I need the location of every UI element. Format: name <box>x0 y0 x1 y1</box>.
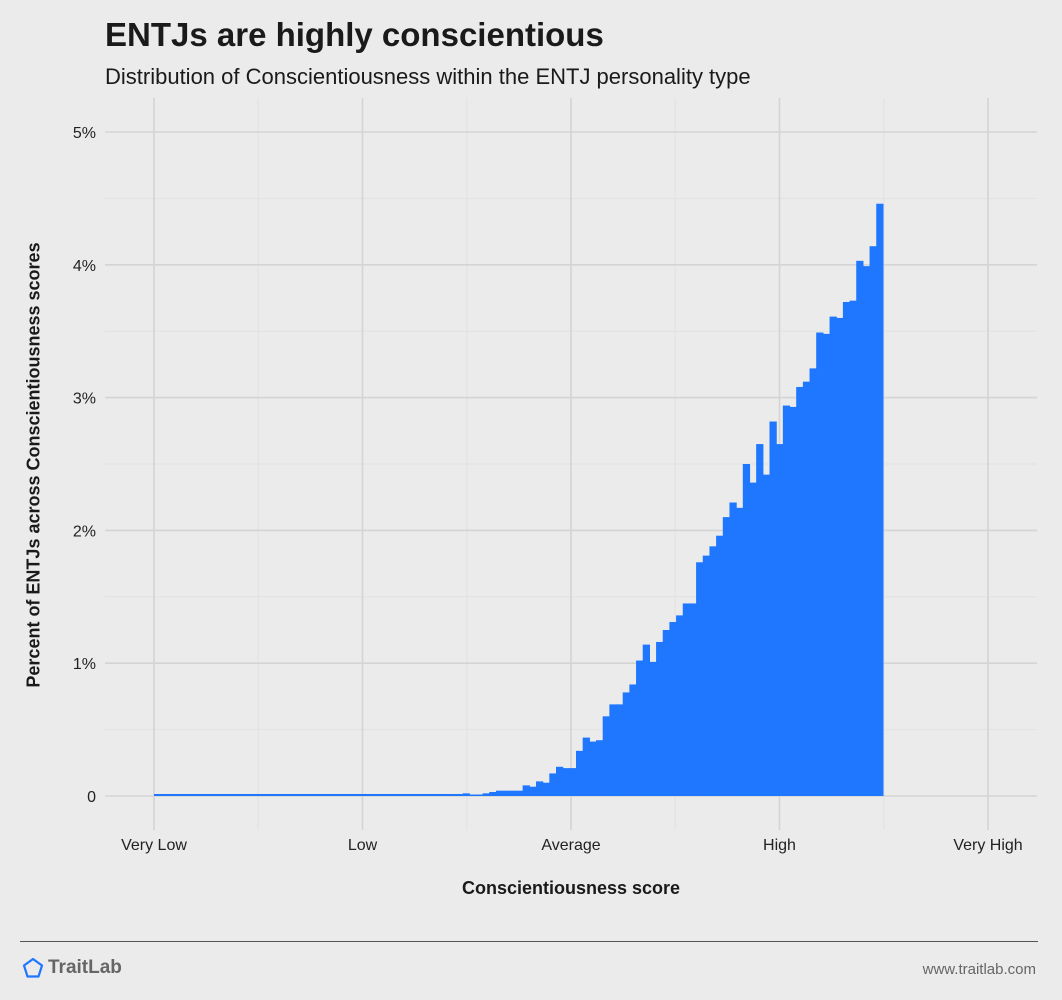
histogram-bar <box>522 785 530 796</box>
y-tick-label: 2% <box>73 523 96 540</box>
histogram-bar <box>475 794 484 796</box>
histogram-bar <box>776 444 784 796</box>
histogram-bar <box>769 421 777 796</box>
histogram-bar <box>629 684 637 796</box>
y-axis-title: Percent of ENTJs across Conscientiousnes… <box>23 242 44 688</box>
histogram-bar <box>716 535 724 796</box>
histogram-bar <box>736 507 744 796</box>
histogram-bar <box>622 692 630 796</box>
histogram-bar <box>502 790 510 796</box>
histogram-bar <box>529 786 537 796</box>
histogram-bar <box>842 301 851 796</box>
x-tick-label: Low <box>348 837 378 854</box>
distribution-chart: 0 1% 2% 3% 4% 5% Very Low Low Average High Very H… <box>73 98 1037 854</box>
histogram-bar <box>722 517 731 796</box>
histogram-bar <box>649 661 657 796</box>
histogram-bar <box>576 750 584 796</box>
histogram-bar <box>569 768 577 796</box>
histogram-bars <box>154 203 884 796</box>
y-tick-label: 3% <box>73 391 96 408</box>
histogram-bar <box>862 266 871 796</box>
x-tick-label: Average <box>541 837 600 854</box>
brand-name: TraitLab <box>48 957 122 978</box>
histogram-bar <box>749 482 757 796</box>
x-axis-title: Conscientiousness score <box>461 878 681 898</box>
y-tick-label: 0 <box>87 789 96 806</box>
histogram-bar <box>856 260 864 796</box>
histogram-bar <box>489 792 497 796</box>
histogram-bar <box>555 766 564 796</box>
y-tick-label: 1% <box>73 656 96 673</box>
histogram-bar <box>542 782 550 796</box>
histogram-bar <box>669 622 677 796</box>
histogram-bar <box>702 555 711 796</box>
x-tick-label: Very Low <box>121 837 187 854</box>
histogram-bar <box>689 603 697 796</box>
histogram-bar <box>509 790 517 796</box>
y-axis-tick-labels: 0 1% 2% 3% 4% 5% <box>73 125 96 806</box>
histogram-bar <box>676 615 684 796</box>
histogram-bar <box>582 737 590 796</box>
histogram-bar <box>822 333 831 796</box>
histogram-bar <box>816 332 824 796</box>
histogram-bar <box>709 546 717 796</box>
histogram-bar <box>809 368 817 796</box>
histogram-bar <box>789 406 797 796</box>
chart-title: ENTJs are highly conscientious <box>105 16 604 53</box>
histogram-bar <box>589 741 597 796</box>
histogram-bar <box>616 704 624 796</box>
baseline-bar <box>154 794 463 796</box>
chart-subtitle: Distribution of Conscientiousness within… <box>105 64 751 89</box>
histogram-bar <box>596 740 604 796</box>
histogram-bar <box>742 464 751 796</box>
histogram-bar <box>696 562 704 796</box>
y-tick-label: 5% <box>73 125 96 142</box>
histogram-bar <box>636 660 644 796</box>
x-axis-tick-labels: Very Low Low Average High Very High <box>121 837 1023 854</box>
histogram-bar <box>656 641 664 796</box>
y-tick-label: 4% <box>73 258 96 275</box>
histogram-bar <box>602 716 610 796</box>
histogram-bar <box>535 781 544 796</box>
x-tick-label: High <box>763 837 796 854</box>
histogram-bar <box>609 704 617 796</box>
histogram-bar <box>802 381 811 796</box>
histogram-bar <box>876 203 884 796</box>
histogram-bar <box>869 246 877 796</box>
histogram-bar <box>849 300 857 796</box>
histogram-bar <box>756 444 764 796</box>
histogram-bar <box>562 768 570 796</box>
website-url[interactable]: www.traitlab.com <box>922 961 1036 978</box>
histogram-bar <box>515 790 524 796</box>
histogram-bar <box>729 502 737 796</box>
histogram-bar <box>482 793 490 796</box>
x-tick-label: Very High <box>953 837 1022 854</box>
histogram-bar <box>462 793 470 796</box>
histogram-bar <box>662 630 671 796</box>
histogram-bar <box>796 386 804 796</box>
histogram-bar <box>682 603 691 796</box>
histogram-bar <box>782 405 791 796</box>
histogram-bar <box>829 316 837 796</box>
histogram-bar <box>642 644 650 796</box>
histogram-bar <box>762 474 771 796</box>
histogram-bar <box>836 317 844 796</box>
histogram-bar <box>495 790 504 796</box>
traitlab-logo[interactable]: TraitLab <box>22 957 122 979</box>
footer-divider <box>20 941 1038 942</box>
pentagon-icon <box>22 957 44 979</box>
histogram-bar <box>549 773 557 796</box>
histogram-bar <box>469 794 477 796</box>
